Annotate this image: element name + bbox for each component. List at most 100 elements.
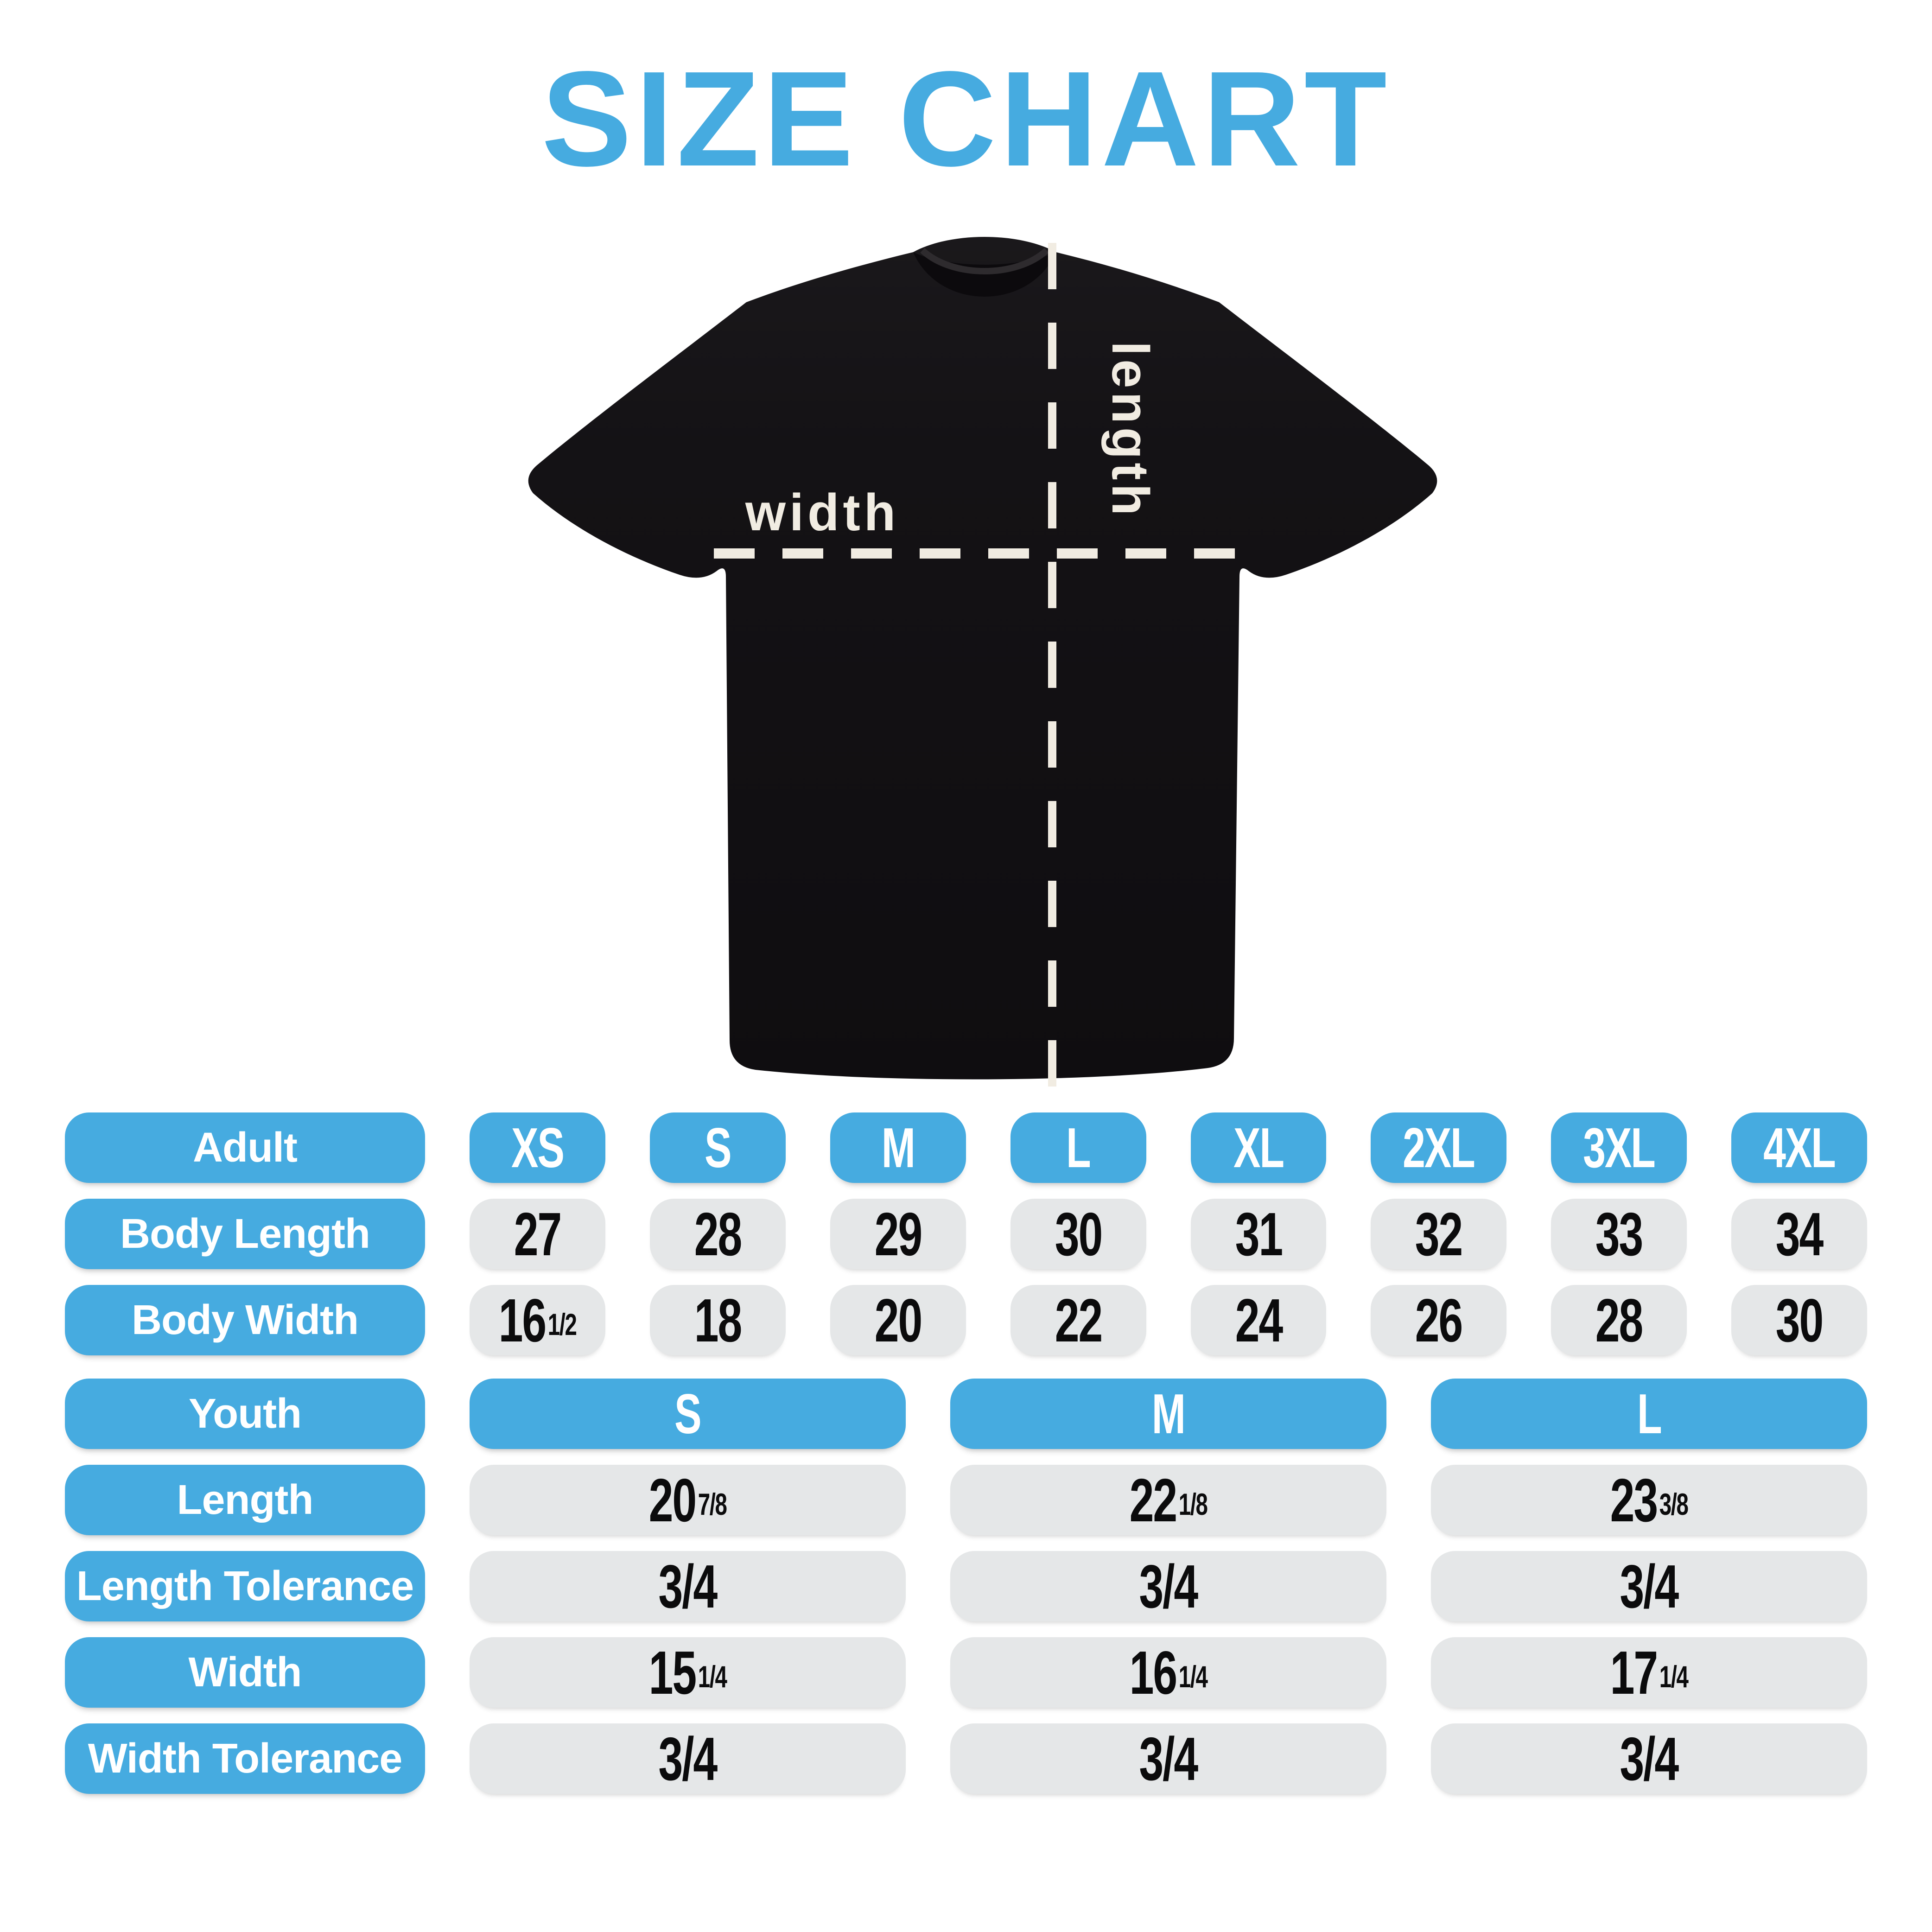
adult-sizes-header-row: Adult XS S M L XL 2XL 3XL 4XL <box>65 1112 1867 1183</box>
cell-value: 3/4 <box>1139 1552 1199 1621</box>
tshirt-diagram-svg: width length <box>528 237 1437 1089</box>
table-cell: 3/4 <box>1431 1551 1867 1621</box>
table-row-width: Width 151/4 161/4 171/4 <box>65 1637 1867 1708</box>
col-header-label: L <box>1066 1116 1091 1179</box>
table-cell: 22 <box>1010 1285 1146 1355</box>
cell-value: 24 <box>1235 1286 1283 1354</box>
col-header-label: 3XL <box>1583 1116 1656 1179</box>
table-row-body-length: Body Length 27 28 29 30 31 32 33 34 <box>65 1199 1867 1269</box>
col-header-2xl: 2XL <box>1371 1112 1507 1183</box>
col-header-m: M <box>830 1112 966 1183</box>
cell-value: 233/8 <box>1610 1466 1689 1534</box>
fraction: 1/2 <box>547 1307 577 1342</box>
cell-value: 3/4 <box>1620 1724 1679 1793</box>
col-header-label: 4XL <box>1763 1116 1836 1179</box>
cell-value: 30 <box>1055 1200 1103 1268</box>
col-header-xs: XS <box>470 1112 605 1183</box>
cell-value: 29 <box>874 1200 922 1268</box>
table-cell: 30 <box>1010 1199 1146 1269</box>
col-header-label: L <box>1637 1382 1662 1445</box>
cell-value: 34 <box>1775 1200 1824 1268</box>
col-header-l: L <box>1010 1112 1146 1183</box>
table-cell: 161/2 <box>470 1285 605 1355</box>
row-header-width: Width <box>65 1637 425 1708</box>
fraction: 1/4 <box>1178 1659 1208 1694</box>
fraction: 7/8 <box>698 1487 727 1522</box>
table-cell: 27 <box>470 1199 605 1269</box>
table-cell: 28 <box>649 1199 786 1269</box>
cell-value: 3/4 <box>658 1724 718 1793</box>
fraction: 3/8 <box>1659 1487 1689 1522</box>
table-cell: 233/8 <box>1431 1465 1867 1535</box>
table-cell: 24 <box>1190 1285 1327 1355</box>
collar-seam <box>920 248 1049 274</box>
col-header-l: L <box>1431 1379 1867 1449</box>
table-cell: 18 <box>649 1285 786 1355</box>
table-cell: 3/4 <box>950 1723 1386 1794</box>
row-header-length: Length <box>65 1465 425 1535</box>
table-title-adult: Adult <box>65 1112 425 1183</box>
cell-value: 27 <box>514 1200 562 1268</box>
cell-value: 18 <box>694 1286 743 1354</box>
table-title-youth: Youth <box>65 1379 425 1449</box>
fraction: 1/8 <box>1178 1487 1208 1522</box>
tshirt-measurement-diagram: width length <box>487 204 1488 1122</box>
row-header-body-width: Body Width <box>65 1285 425 1355</box>
table-cell: 30 <box>1731 1285 1867 1355</box>
cell-value: 3/4 <box>658 1552 718 1621</box>
cell-value: 161/4 <box>1129 1638 1208 1707</box>
table-cell: 171/4 <box>1431 1637 1867 1708</box>
table-cell: 26 <box>1371 1285 1507 1355</box>
col-header-s: S <box>649 1112 786 1183</box>
length-label: length <box>1101 341 1159 519</box>
table-cell: 28 <box>1551 1285 1687 1355</box>
table-cell: 3/4 <box>950 1551 1386 1621</box>
page-title: SIZE CHART <box>541 43 1391 194</box>
cell-value: 30 <box>1775 1286 1824 1354</box>
row-header-body-length: Body Length <box>65 1199 425 1269</box>
cell-value: 26 <box>1415 1286 1463 1354</box>
table-cell: 33 <box>1551 1199 1687 1269</box>
width-label: width <box>745 483 899 541</box>
table-cell: 20 <box>830 1285 966 1355</box>
col-header-m: M <box>950 1379 1386 1449</box>
table-cell: 221/8 <box>950 1465 1386 1535</box>
col-header-label: S <box>705 1116 732 1179</box>
table-cell: 3/4 <box>470 1723 906 1794</box>
col-header-4xl: 4XL <box>1731 1112 1867 1183</box>
tshirt-silhouette <box>528 237 1437 1080</box>
fraction: 1/4 <box>698 1659 727 1694</box>
table-cell: 3/4 <box>1431 1723 1867 1794</box>
table-cell: 151/4 <box>470 1637 906 1708</box>
youth-sizes-header-row: Youth S M L <box>65 1379 1867 1449</box>
cell-value: 31 <box>1235 1200 1283 1268</box>
fraction: 1/4 <box>1659 1659 1689 1694</box>
col-header-label: 2XL <box>1403 1116 1476 1179</box>
cell-value: 221/8 <box>1129 1466 1208 1534</box>
table-cell: 34 <box>1731 1199 1867 1269</box>
table-row-length: Length 207/8 221/8 233/8 <box>65 1465 1867 1535</box>
cell-value: 161/2 <box>498 1286 577 1354</box>
col-header-s: S <box>470 1379 906 1449</box>
table-cell: 161/4 <box>950 1637 1386 1708</box>
row-header-length-tolerance: Length Tolerance <box>65 1551 425 1621</box>
cell-value: 20 <box>874 1286 922 1354</box>
table-cell: 207/8 <box>470 1465 906 1535</box>
row-header-width-tolerance: Width Tolerance <box>65 1723 425 1794</box>
cell-value: 3/4 <box>1620 1552 1679 1621</box>
youth-size-table: Youth S M L Length 207/8 221/8 233/8 Length Tole… <box>65 1379 1867 1794</box>
cell-value: 3/4 <box>1139 1724 1199 1793</box>
cell-value: 207/8 <box>648 1466 727 1534</box>
col-header-xl: XL <box>1190 1112 1327 1183</box>
table-cell: 3/4 <box>470 1551 906 1621</box>
cell-value: 28 <box>1595 1286 1644 1354</box>
col-header-label: M <box>881 1116 915 1179</box>
col-header-label: XS <box>511 1116 565 1179</box>
table-row-body-width: Body Width 161/2 18 20 22 24 26 28 30 <box>65 1285 1867 1355</box>
cell-value: 32 <box>1415 1200 1463 1268</box>
table-row-length-tolerance: Length Tolerance 3/4 3/4 3/4 <box>65 1551 1867 1621</box>
table-row-width-tolerance: Width Tolerance 3/4 3/4 3/4 <box>65 1723 1867 1794</box>
cell-value: 28 <box>694 1200 743 1268</box>
col-header-label: XL <box>1233 1116 1284 1179</box>
